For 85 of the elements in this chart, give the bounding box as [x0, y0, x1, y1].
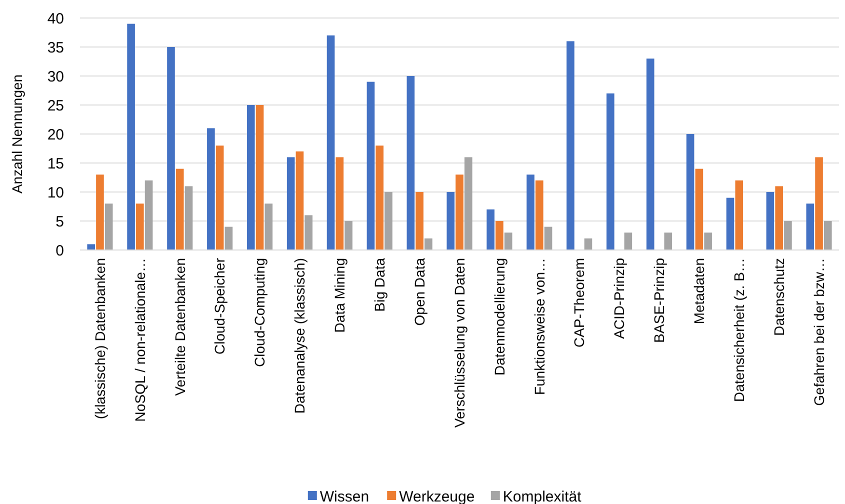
x-tick-label: Big Data — [372, 258, 388, 312]
x-tick-label: Datenanalyse (klassisch) — [292, 258, 308, 414]
bar — [176, 168, 184, 250]
bar — [686, 134, 694, 250]
bar — [246, 105, 255, 250]
bar — [256, 105, 264, 250]
bar — [384, 192, 392, 250]
bar — [264, 204, 273, 250]
bar — [87, 244, 95, 250]
bar — [504, 232, 512, 250]
x-tick-label: NoSQL / non-relationale… — [132, 258, 148, 422]
bar — [646, 58, 654, 250]
bar — [496, 221, 504, 250]
bar — [486, 209, 494, 250]
bar — [464, 157, 472, 250]
bar — [726, 198, 734, 250]
bar — [784, 221, 792, 250]
bar — [624, 232, 632, 250]
x-tick-label: Cloud-Computing — [252, 258, 268, 367]
bar — [695, 168, 704, 250]
bar — [566, 41, 574, 250]
y-tick-label: 5 — [56, 213, 64, 230]
bar — [207, 128, 215, 250]
bar — [136, 204, 144, 250]
x-tick-label: Metadaten — [691, 258, 708, 324]
x-tick-label: (klassische) Datenbanken — [92, 258, 108, 420]
x-tick-label: Funktionsweise von… — [531, 258, 548, 395]
bar — [416, 192, 424, 250]
x-tick-label: BASE-Prinzip — [651, 258, 668, 343]
bar — [775, 186, 783, 250]
y-tick-label: 20 — [47, 126, 64, 144]
bar — [184, 186, 193, 250]
x-tick-label: Gefahren bei der bzw… — [810, 258, 827, 406]
x-tick-label: Verteilte Datenbanken — [172, 258, 188, 396]
x-tick-label: Open Data — [411, 258, 428, 326]
x-tick-label: Cloud-Speicher — [212, 258, 228, 354]
bar — [735, 180, 744, 250]
bar — [286, 157, 295, 250]
bar — [766, 192, 774, 250]
bar — [216, 146, 224, 250]
bar — [127, 24, 135, 250]
bar — [336, 157, 344, 250]
bar — [526, 174, 534, 250]
x-tick-label: Datensicherheit (z. B… — [731, 258, 748, 402]
y-axis-title: Anzahl Nennungen — [9, 74, 25, 194]
bar — [406, 76, 415, 250]
bar — [376, 146, 384, 250]
bar — [304, 215, 312, 250]
x-tick-label: Verschlüsselung von Daten — [451, 258, 468, 428]
legend-label: Komplexität — [502, 488, 582, 504]
bar — [144, 180, 153, 250]
x-tick-label: Datenmodellierung — [491, 258, 508, 376]
bar — [584, 238, 592, 250]
bar — [344, 221, 352, 250]
bar — [824, 221, 832, 250]
bar — [366, 82, 375, 250]
x-tick-label: Data Mining — [332, 258, 348, 333]
bar — [224, 226, 233, 250]
y-tick-label: 40 — [47, 10, 64, 28]
legend-label: Wissen — [320, 488, 370, 504]
bar — [446, 192, 455, 250]
y-tick-label: 15 — [47, 155, 64, 172]
y-tick-label: 25 — [47, 97, 64, 114]
x-tick-label: CAP-Theorem — [571, 258, 588, 348]
bar — [456, 174, 464, 250]
y-tick-label: 10 — [47, 184, 64, 202]
bar — [296, 151, 304, 250]
bar — [544, 226, 552, 250]
bar — [704, 232, 712, 250]
bar — [535, 180, 544, 250]
bar — [806, 204, 814, 250]
bar — [167, 47, 175, 250]
bar — [424, 238, 432, 250]
bar — [664, 232, 672, 250]
x-tick-label: Datenschutz — [770, 258, 787, 336]
bar — [96, 174, 104, 250]
y-tick-label: 30 — [47, 68, 64, 86]
y-tick-label: 35 — [47, 39, 64, 56]
x-tick-label: ACID-Prinzip — [611, 258, 628, 339]
bar — [815, 157, 823, 250]
bar — [326, 35, 335, 250]
y-tick-label: 0 — [56, 242, 64, 260]
bar — [606, 93, 614, 250]
bar — [104, 204, 113, 250]
legend-label: Werkzeuge — [399, 488, 475, 504]
